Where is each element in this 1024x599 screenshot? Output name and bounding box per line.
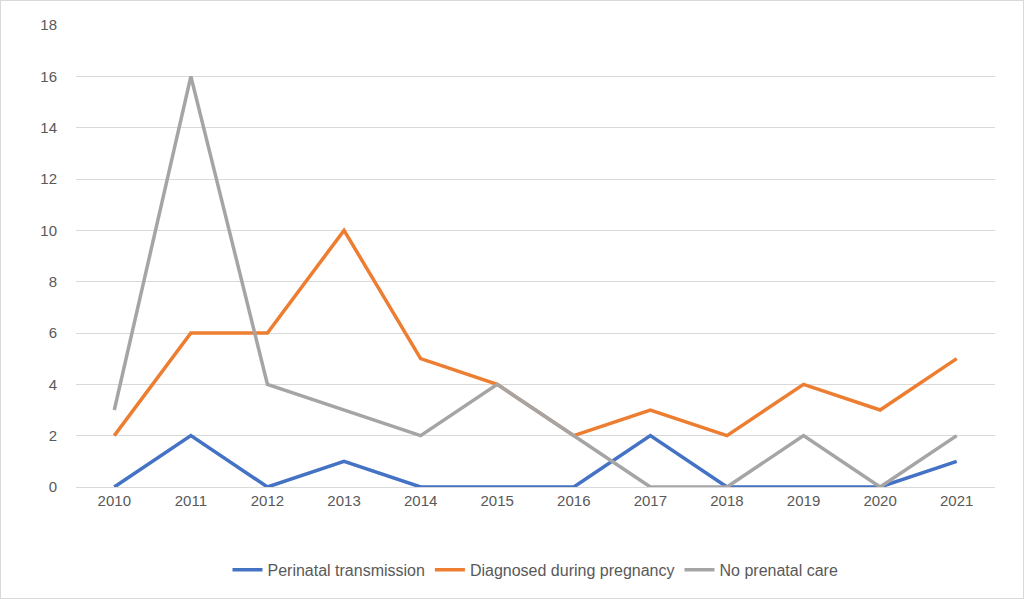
svg-text:2014: 2014: [404, 492, 437, 509]
svg-text:2010: 2010: [98, 492, 131, 509]
svg-text:Diagnosed during pregnancy: Diagnosed during pregnancy: [470, 562, 675, 579]
svg-text:4: 4: [49, 376, 57, 393]
svg-text:2020: 2020: [863, 492, 896, 509]
svg-text:18: 18: [40, 16, 57, 33]
svg-text:Perinatal transmission: Perinatal transmission: [268, 562, 425, 579]
svg-text:0: 0: [49, 478, 57, 495]
svg-text:8: 8: [49, 273, 57, 290]
svg-text:2016: 2016: [557, 492, 590, 509]
svg-text:14: 14: [40, 119, 57, 136]
svg-text:2012: 2012: [251, 492, 284, 509]
svg-text:16: 16: [40, 68, 57, 85]
svg-text:10: 10: [40, 222, 57, 239]
svg-text:2013: 2013: [327, 492, 360, 509]
svg-text:2021: 2021: [940, 492, 973, 509]
svg-text:No prenatal care: No prenatal care: [720, 562, 838, 579]
svg-text:2018: 2018: [710, 492, 743, 509]
svg-text:2019: 2019: [787, 492, 820, 509]
svg-text:6: 6: [49, 324, 57, 341]
svg-text:2011: 2011: [175, 492, 207, 509]
svg-text:2: 2: [49, 427, 57, 444]
svg-text:12: 12: [40, 170, 57, 187]
svg-text:2015: 2015: [481, 492, 514, 509]
svg-text:2017: 2017: [634, 492, 667, 509]
